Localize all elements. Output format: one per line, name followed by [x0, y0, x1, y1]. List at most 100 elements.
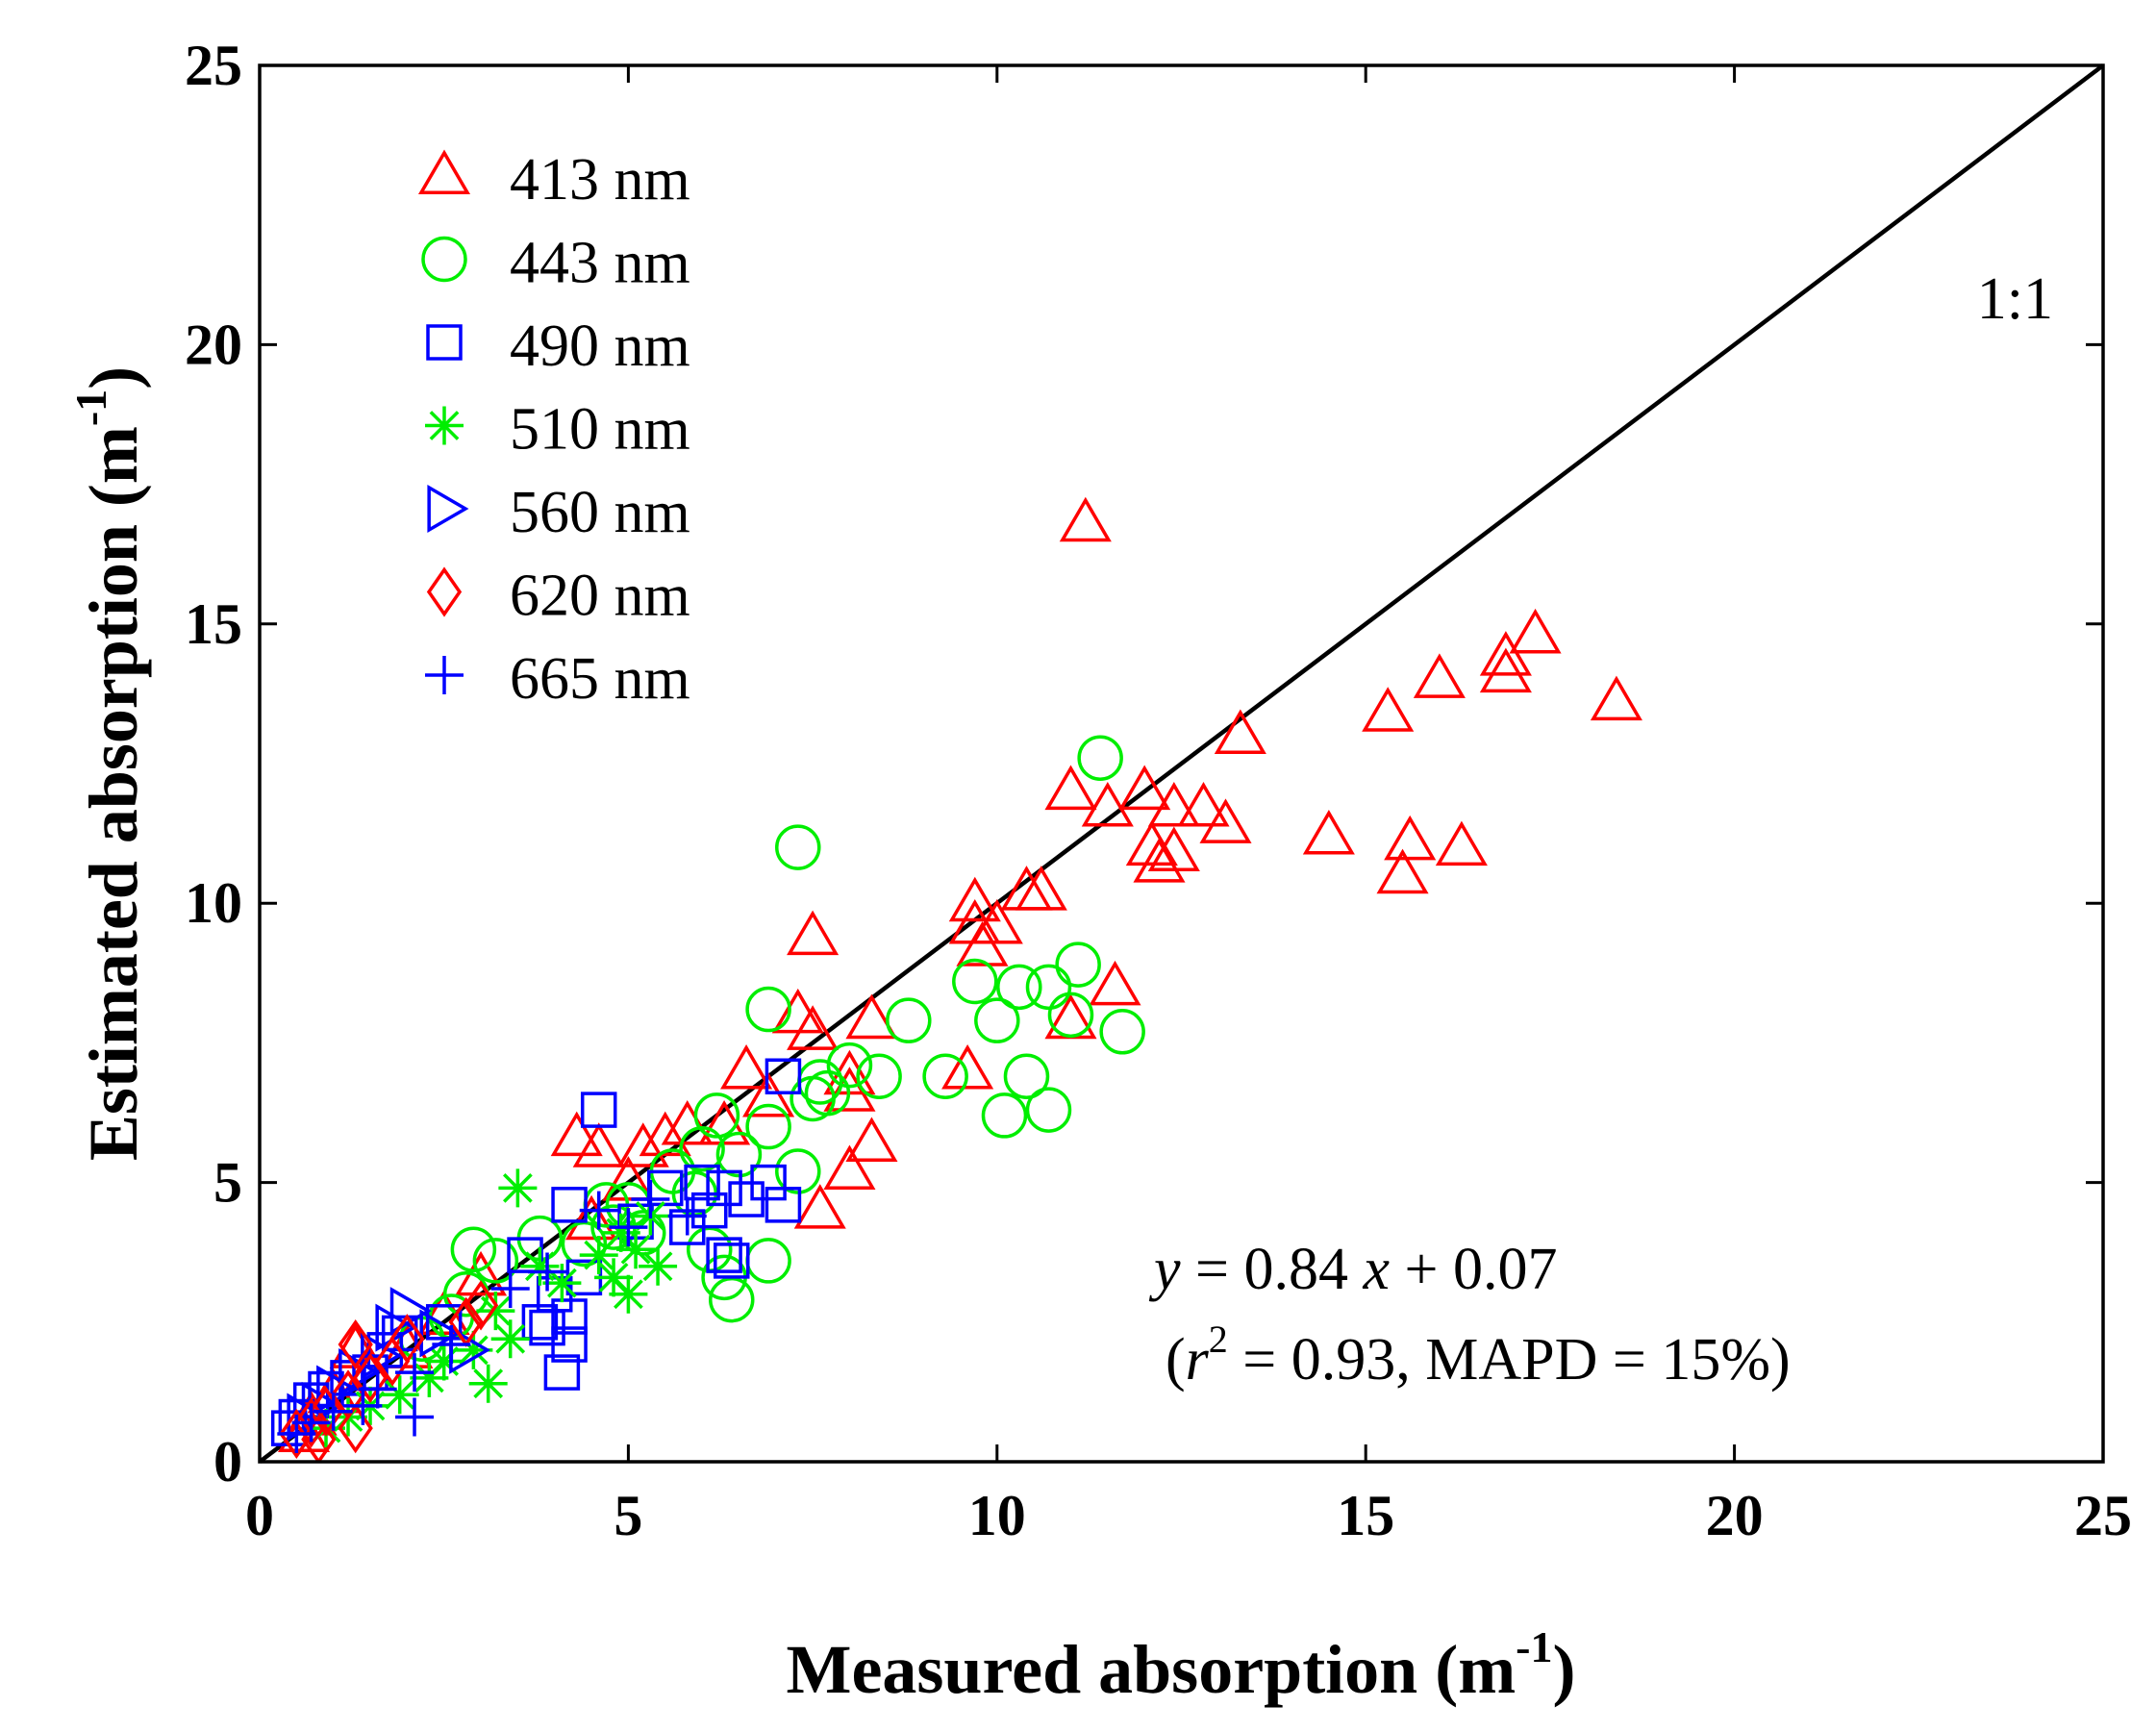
- legend-marker: [426, 324, 463, 361]
- data-point: [1125, 820, 1178, 866]
- data-point: [793, 1184, 846, 1229]
- legend-label: 490 nm: [510, 314, 690, 379]
- data-point: [277, 1414, 316, 1453]
- data-point: [609, 1274, 648, 1314]
- data-point: [684, 1164, 720, 1201]
- data-point: [468, 1364, 508, 1403]
- legend-item: 510 nm: [425, 397, 690, 463]
- data-point: [476, 1292, 515, 1331]
- legend-marker: [425, 406, 464, 445]
- data-point: [970, 898, 1023, 944]
- data-point: [974, 997, 1020, 1043]
- legend-label: 413 nm: [510, 147, 690, 213]
- y-tick-label: 10: [185, 871, 242, 935]
- data-point: [720, 1043, 773, 1090]
- x-axis-title: Measured absorption (m-1): [787, 1622, 1576, 1708]
- y-tick-label: 5: [213, 1151, 242, 1215]
- data-point: [745, 1103, 791, 1150]
- data-point: [490, 1268, 530, 1308]
- legend-item: 490 nm: [426, 314, 690, 379]
- data-point: [1025, 964, 1072, 1011]
- plot-area: [258, 63, 2105, 1464]
- data-point: [1147, 781, 1200, 827]
- data-point: [1302, 810, 1355, 855]
- data-point: [277, 1407, 331, 1452]
- data-point: [352, 1352, 389, 1403]
- data-point: [472, 1238, 519, 1284]
- legend-marker: [426, 566, 463, 617]
- data-point: [667, 1196, 707, 1236]
- data-point: [602, 1156, 655, 1201]
- data-point: [1099, 1009, 1145, 1055]
- data-point: [565, 1194, 618, 1241]
- data-point: [952, 958, 998, 1005]
- regression-stats: (r2 = 0.93, MAPD = 15%): [1166, 1318, 1791, 1393]
- data-point: [765, 1058, 802, 1094]
- legend-marker: [427, 484, 469, 534]
- data-point: [594, 1258, 634, 1297]
- data-point: [1003, 1053, 1050, 1099]
- data-point: [424, 1342, 464, 1381]
- legend-label: 560 nm: [510, 480, 690, 545]
- data-point: [787, 910, 840, 956]
- data-point: [631, 1180, 670, 1219]
- plot-frame: [258, 63, 2105, 1464]
- y-axis-title: Estimated absorption (m-1): [66, 366, 152, 1161]
- data-point: [941, 1043, 994, 1090]
- data-point: [826, 1042, 873, 1089]
- data-point: [380, 1375, 419, 1415]
- legend-label: 665 nm: [510, 646, 690, 712]
- data-point: [1055, 941, 1101, 988]
- data-point: [580, 1092, 617, 1128]
- data-point: [1047, 992, 1094, 1039]
- data-point: [745, 986, 791, 1033]
- data-point: [886, 997, 932, 1043]
- data-point: [1590, 675, 1642, 721]
- series-510-nm: [307, 1168, 678, 1448]
- data-point: [395, 1353, 435, 1393]
- data-point: [313, 1392, 353, 1431]
- data-point: [395, 1397, 435, 1437]
- legend-label: 620 nm: [510, 564, 690, 629]
- data-point: [338, 1403, 373, 1454]
- data-point: [1000, 866, 1053, 911]
- legend-marker: [417, 149, 471, 195]
- data-point: [609, 1208, 648, 1247]
- data-point: [1509, 608, 1562, 654]
- y-tick-label: 0: [213, 1430, 242, 1494]
- data-point: [679, 1126, 725, 1172]
- one-to-one-label: 1:1: [1977, 266, 2053, 332]
- data-point: [542, 1264, 582, 1303]
- data-point: [375, 1303, 417, 1352]
- data-point: [845, 1117, 898, 1162]
- data-point: [1479, 647, 1532, 693]
- data-point: [981, 1092, 1028, 1139]
- data-point: [948, 876, 1001, 922]
- data-point: [1376, 848, 1429, 894]
- data-point: [543, 1354, 581, 1391]
- data-point: [1435, 820, 1488, 866]
- data-point: [410, 1358, 449, 1397]
- data-point: [529, 1309, 565, 1346]
- legend: 413 nm 443 nm 490 nm 510 nm 560 nm 620 nm 665 …: [417, 147, 690, 712]
- data-point: [343, 1386, 383, 1425]
- data-point: [856, 1053, 902, 1099]
- data-point: [521, 1304, 559, 1341]
- data-point: [550, 1111, 603, 1157]
- legend-marker: [421, 236, 467, 283]
- data-point: [745, 1238, 791, 1284]
- data-point: [823, 1144, 876, 1191]
- data-point: [728, 1181, 765, 1217]
- data-point: [1479, 631, 1532, 676]
- data-point: [572, 1122, 625, 1167]
- data-point: [1413, 653, 1466, 698]
- data-point: [358, 1369, 397, 1409]
- data-point: [922, 1053, 968, 1099]
- legend-item: 620 nm: [426, 564, 690, 629]
- x-tick-label: 5: [614, 1484, 642, 1547]
- data-point: [520, 1246, 560, 1286]
- data-point: [1059, 496, 1112, 542]
- data-point: [551, 1187, 588, 1223]
- data-point: [528, 1252, 567, 1292]
- legend-item: 413 nm: [417, 147, 690, 213]
